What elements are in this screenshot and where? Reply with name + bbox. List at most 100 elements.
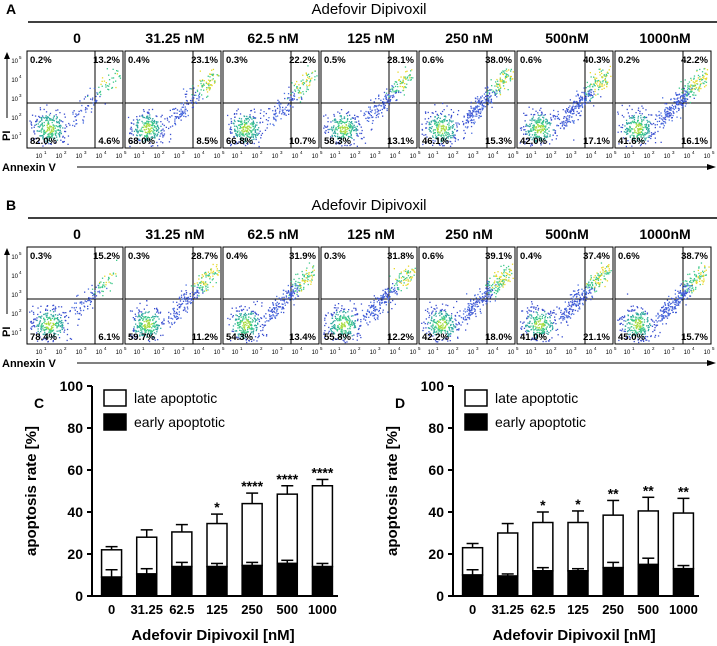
- event-dot: [483, 93, 486, 95]
- event-dot: [635, 125, 638, 128]
- event-dot: [479, 108, 481, 110]
- event-dot: [641, 133, 644, 135]
- event-dot: [52, 132, 54, 134]
- event-dot: [47, 122, 49, 124]
- event-dot: [193, 94, 196, 96]
- event-dot: [160, 327, 162, 329]
- event-dot: [233, 123, 235, 125]
- event-dot: [645, 133, 648, 135]
- event-dot: [391, 87, 393, 89]
- event-dot: [216, 264, 218, 266]
- event-dot: [251, 142, 253, 144]
- event-dot: [202, 291, 204, 293]
- event-dot: [579, 114, 581, 117]
- event-dot: [627, 133, 629, 135]
- event-dot: [675, 101, 677, 103]
- event-dot: [425, 127, 428, 129]
- event-dot: [540, 114, 542, 116]
- event-dot: [425, 123, 427, 125]
- event-dot: [144, 131, 147, 133]
- event-dot: [240, 314, 242, 316]
- event-dot: [698, 87, 701, 89]
- event-dot: [673, 97, 675, 100]
- event-dot: [544, 131, 546, 133]
- event-dot: [547, 122, 549, 124]
- event-dot: [496, 96, 498, 98]
- event-dot: [299, 282, 301, 284]
- event-dot: [143, 125, 145, 127]
- event-dot: [335, 313, 337, 315]
- event-dot: [546, 128, 548, 130]
- event-dot: [689, 88, 691, 90]
- event-dot: [349, 123, 352, 126]
- event-dot: [641, 126, 643, 128]
- event-dot: [44, 329, 46, 331]
- event-dot: [354, 117, 356, 119]
- event-dot: [648, 125, 650, 127]
- event-dot: [528, 106, 530, 108]
- event-dot: [376, 113, 379, 116]
- event-dot: [143, 328, 145, 330]
- event-dot: [499, 85, 501, 87]
- event-dot: [46, 305, 48, 307]
- event-dot: [275, 312, 277, 314]
- x-tick-exponent: 5: [614, 150, 617, 155]
- event-dot: [243, 121, 245, 123]
- event-dot: [184, 297, 186, 299]
- event-dot: [491, 85, 493, 87]
- event-dot: [683, 101, 685, 103]
- event-dot: [339, 318, 341, 320]
- event-dot: [331, 332, 333, 334]
- event-dot: [552, 129, 554, 131]
- event-dot: [443, 109, 445, 111]
- event-dot: [638, 130, 640, 132]
- y-axis-arrow-head: [4, 52, 10, 59]
- event-dot: [245, 338, 247, 340]
- event-dot: [185, 93, 188, 95]
- event-dot: [479, 112, 482, 115]
- event-dot: [524, 120, 526, 122]
- event-dot: [354, 325, 356, 327]
- event-dot: [339, 122, 341, 124]
- event-dot: [332, 120, 334, 122]
- event-dot: [252, 136, 254, 138]
- event-dot: [290, 293, 292, 295]
- event-dot: [341, 121, 344, 123]
- event-dot: [629, 126, 631, 129]
- event-dot: [131, 337, 134, 339]
- event-dot: [287, 97, 289, 99]
- event-dot: [148, 109, 150, 111]
- event-dot: [258, 320, 261, 323]
- x-tick-exponent: 4: [300, 346, 303, 351]
- event-dot: [438, 126, 440, 128]
- event-dot: [295, 290, 297, 292]
- event-dot: [566, 119, 568, 121]
- event-dot: [572, 103, 574, 105]
- event-dot: [577, 93, 579, 96]
- event-dot: [238, 327, 241, 329]
- event-dot: [645, 116, 648, 119]
- event-dot: [444, 138, 446, 140]
- event-dot: [170, 322, 173, 324]
- event-dot: [369, 114, 371, 116]
- event-dot: [84, 291, 86, 293]
- event-dot: [635, 122, 637, 124]
- event-dot: [151, 333, 153, 335]
- event-dot: [104, 275, 106, 277]
- event-dot: [303, 274, 305, 276]
- event-dot: [42, 325, 44, 327]
- event-dot: [534, 113, 536, 116]
- event-dot: [375, 111, 377, 113]
- event-dot: [107, 279, 109, 281]
- x-tick-exponent: 5: [320, 346, 323, 351]
- event-dot: [43, 319, 45, 321]
- event-dot: [470, 107, 472, 109]
- event-dot: [332, 321, 334, 324]
- event-dot: [104, 103, 106, 105]
- event-dot: [289, 105, 292, 108]
- event-dot: [49, 140, 52, 142]
- event-dot: [246, 117, 248, 120]
- event-dot: [33, 130, 35, 132]
- event-dot: [585, 93, 588, 96]
- event-dot: [495, 89, 497, 91]
